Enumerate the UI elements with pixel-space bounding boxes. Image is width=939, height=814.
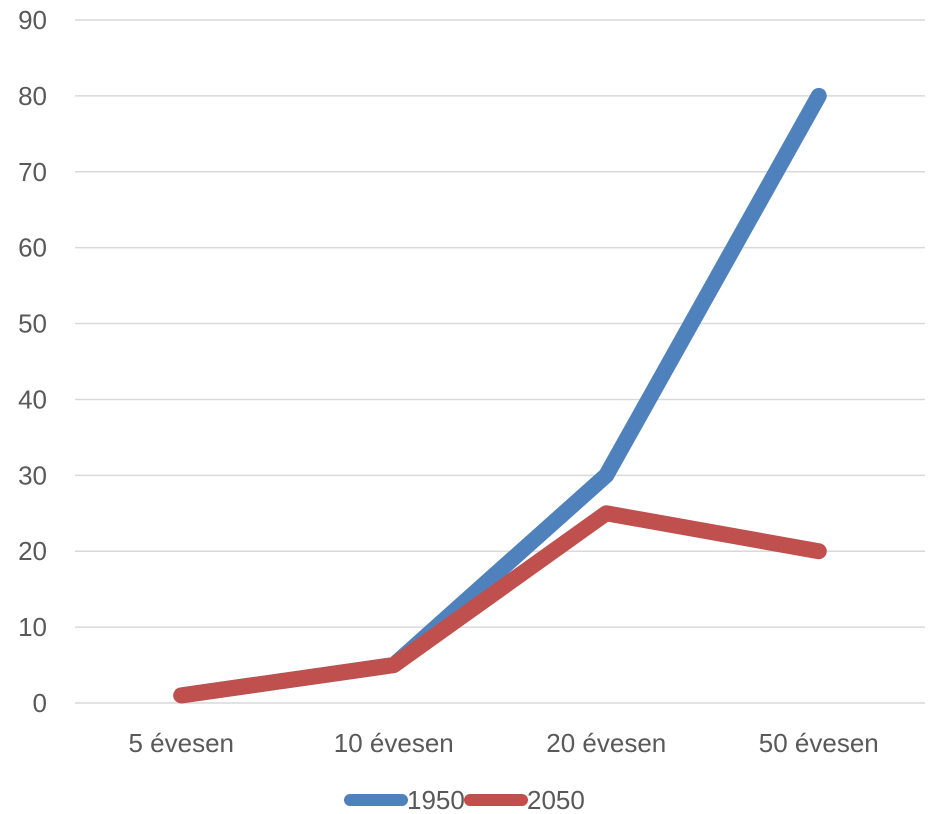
- data-point-1950: [605, 474, 607, 476]
- series-lines: [173, 87, 827, 704]
- y-tick-label: 20: [18, 536, 47, 566]
- y-tick-label: 50: [18, 309, 47, 339]
- y-tick-label: 30: [18, 460, 47, 490]
- y-tick-label: 70: [18, 157, 47, 187]
- data-point-2050: [818, 550, 820, 552]
- data-point-2050: [393, 664, 395, 666]
- data-point-1950: [818, 95, 820, 97]
- y-tick-label: 40: [18, 384, 47, 414]
- legend-label-1950: 1950: [407, 785, 465, 814]
- y-tick-label: 0: [33, 688, 47, 718]
- x-tick-label: 10 évesen: [334, 728, 454, 758]
- data-point-2050: [180, 694, 182, 696]
- series-line-2050: [173, 505, 827, 704]
- legend-label-2050: 2050: [527, 785, 585, 814]
- y-tick-label: 80: [18, 81, 47, 111]
- y-tick-label: 60: [18, 233, 47, 263]
- x-tick-label: 5 évesen: [128, 728, 234, 758]
- series-line-1950: [173, 87, 827, 704]
- legend: 1950 2050: [344, 785, 585, 814]
- y-axis: 0 10 20 30 40 50 60 70 80 90: [18, 5, 47, 718]
- gridlines: [75, 19, 925, 704]
- data-point-2050: [605, 512, 607, 514]
- x-axis: 5 évesen 10 évesen 20 évesen 50 évesen: [128, 728, 878, 758]
- y-tick-label: 10: [18, 612, 47, 642]
- x-tick-label: 20 évesen: [546, 728, 666, 758]
- x-tick-label: 50 évesen: [759, 728, 879, 758]
- y-tick-label: 90: [18, 5, 47, 35]
